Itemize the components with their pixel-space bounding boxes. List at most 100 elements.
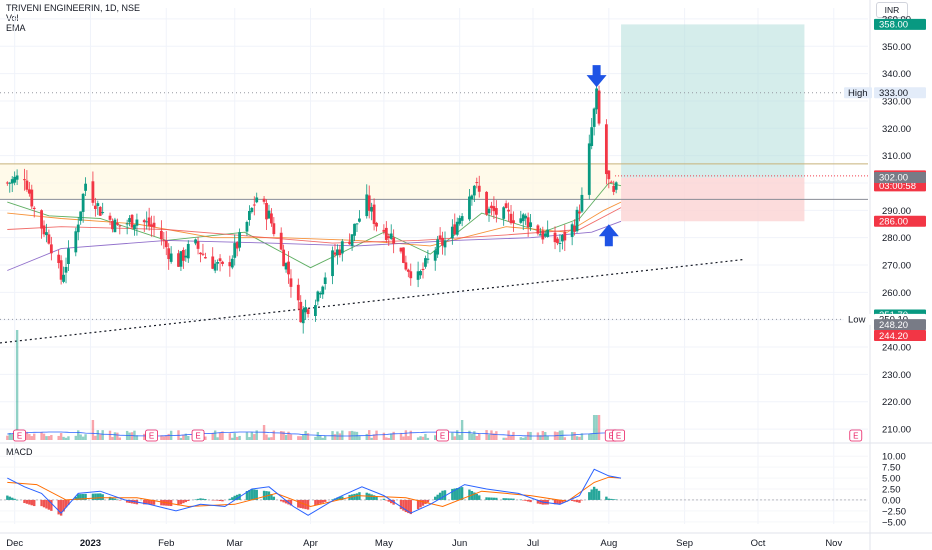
volume-bar xyxy=(399,432,403,440)
macd-histogram-bar xyxy=(59,499,63,516)
volume-bar xyxy=(453,436,456,440)
candle-body xyxy=(169,253,173,262)
earnings-marker-icon: E xyxy=(145,429,158,442)
candle-body xyxy=(98,206,102,216)
candle-body xyxy=(502,207,506,219)
macd-histogram-bar xyxy=(15,499,19,501)
macd-histogram-bar xyxy=(556,499,559,505)
candle-body xyxy=(355,223,359,225)
volume-bar xyxy=(233,433,236,440)
macd-histogram-bar xyxy=(592,486,596,500)
candle-body xyxy=(247,210,251,220)
macd-histogram-bar xyxy=(245,491,249,500)
macd-histogram-bar xyxy=(152,499,156,505)
macd-histogram-bar xyxy=(502,498,505,500)
volume-bar xyxy=(392,431,395,440)
candle-body xyxy=(477,185,481,192)
currency-button[interactable]: INR xyxy=(876,2,908,18)
candle-body xyxy=(142,220,146,223)
candle-body xyxy=(67,248,70,265)
volume-bar xyxy=(473,431,476,440)
macd-histogram-bar xyxy=(473,492,476,500)
macd-tick-label: −5.00 xyxy=(882,517,906,528)
candle-body xyxy=(40,210,43,229)
candle-body xyxy=(194,239,198,244)
candle-body xyxy=(279,232,283,250)
macd-histogram-bar xyxy=(612,499,615,500)
svg-text:E: E xyxy=(616,432,621,441)
macd-histogram-bar xyxy=(297,499,300,508)
candle-body xyxy=(238,232,242,248)
candle-body xyxy=(59,260,63,280)
volume-bar xyxy=(492,433,496,440)
macd-histogram-bar xyxy=(522,499,525,501)
macd-histogram-bar xyxy=(524,499,527,501)
macd-histogram-bar xyxy=(279,499,283,502)
macd-histogram-bar xyxy=(509,498,513,500)
volume-bar xyxy=(563,437,567,440)
macd-histogram-bar xyxy=(610,498,613,500)
candle-body xyxy=(221,261,224,264)
candle-body xyxy=(587,143,591,195)
macd-histogram-bar xyxy=(519,499,522,500)
candle-body xyxy=(230,258,234,268)
volume-bar xyxy=(101,430,104,440)
time-tick-label: Dec xyxy=(6,538,23,549)
volume-bar xyxy=(504,437,508,440)
svg-text:Low: Low xyxy=(848,315,866,326)
candle-body xyxy=(101,212,105,214)
macd-histogram-bar xyxy=(282,499,285,503)
macd-histogram-bar xyxy=(211,499,214,501)
volume-bar xyxy=(167,433,170,440)
arrow-up-icon xyxy=(598,224,619,247)
macd-histogram-bar xyxy=(45,499,48,509)
candle-body xyxy=(560,235,564,242)
macd-histogram-bar xyxy=(460,487,464,500)
macd-histogram-bar xyxy=(248,490,251,500)
macd-histogram-bar xyxy=(113,498,117,500)
volume-bar xyxy=(77,430,80,440)
macd-histogram-bar xyxy=(436,494,439,500)
svg-text:248.20: 248.20 xyxy=(879,320,908,331)
macd-histogram-bar xyxy=(8,496,11,500)
macd-histogram-bar xyxy=(235,494,239,500)
candle-body xyxy=(159,230,163,240)
svg-text:E: E xyxy=(440,432,445,441)
candle-body xyxy=(409,271,413,279)
volume-bar xyxy=(265,434,268,440)
macd-histogram-bar xyxy=(575,499,579,503)
macd-tick-label: 2.50 xyxy=(882,485,901,496)
price-tick-label: 210.00 xyxy=(882,425,911,436)
volume-bar xyxy=(588,433,591,440)
candle-body xyxy=(135,219,139,226)
macd-tick-label: 0.00 xyxy=(882,495,901,506)
volume-bar xyxy=(321,437,324,440)
macd-histogram-bar xyxy=(289,499,293,506)
macd-histogram-bar xyxy=(453,488,456,500)
price-tick-label: 350.00 xyxy=(882,42,911,53)
earnings-marker-icon: E xyxy=(191,429,205,442)
volume-bar xyxy=(284,434,288,440)
candle-body xyxy=(441,237,444,246)
candle-body xyxy=(402,247,405,263)
volume-bar xyxy=(57,435,60,440)
volume-bar xyxy=(350,430,354,440)
candle-body xyxy=(519,218,523,223)
volume-bar xyxy=(306,433,310,440)
candle-body xyxy=(512,220,515,224)
macd-histogram-bar xyxy=(299,499,302,509)
candle-body xyxy=(113,219,117,233)
candle-body xyxy=(49,244,53,254)
candle-body xyxy=(475,182,479,184)
candle-body xyxy=(419,271,422,276)
candle-body xyxy=(578,211,581,214)
candle-body xyxy=(301,309,305,324)
macd-histogram-bar xyxy=(221,499,224,502)
price-tick-label: 310.00 xyxy=(882,151,911,162)
volume-bar xyxy=(250,432,254,440)
volume-bar xyxy=(372,434,376,440)
consolidation-zone xyxy=(0,163,622,200)
candle-body xyxy=(570,224,574,237)
price-tag: 358.00 xyxy=(874,18,926,31)
